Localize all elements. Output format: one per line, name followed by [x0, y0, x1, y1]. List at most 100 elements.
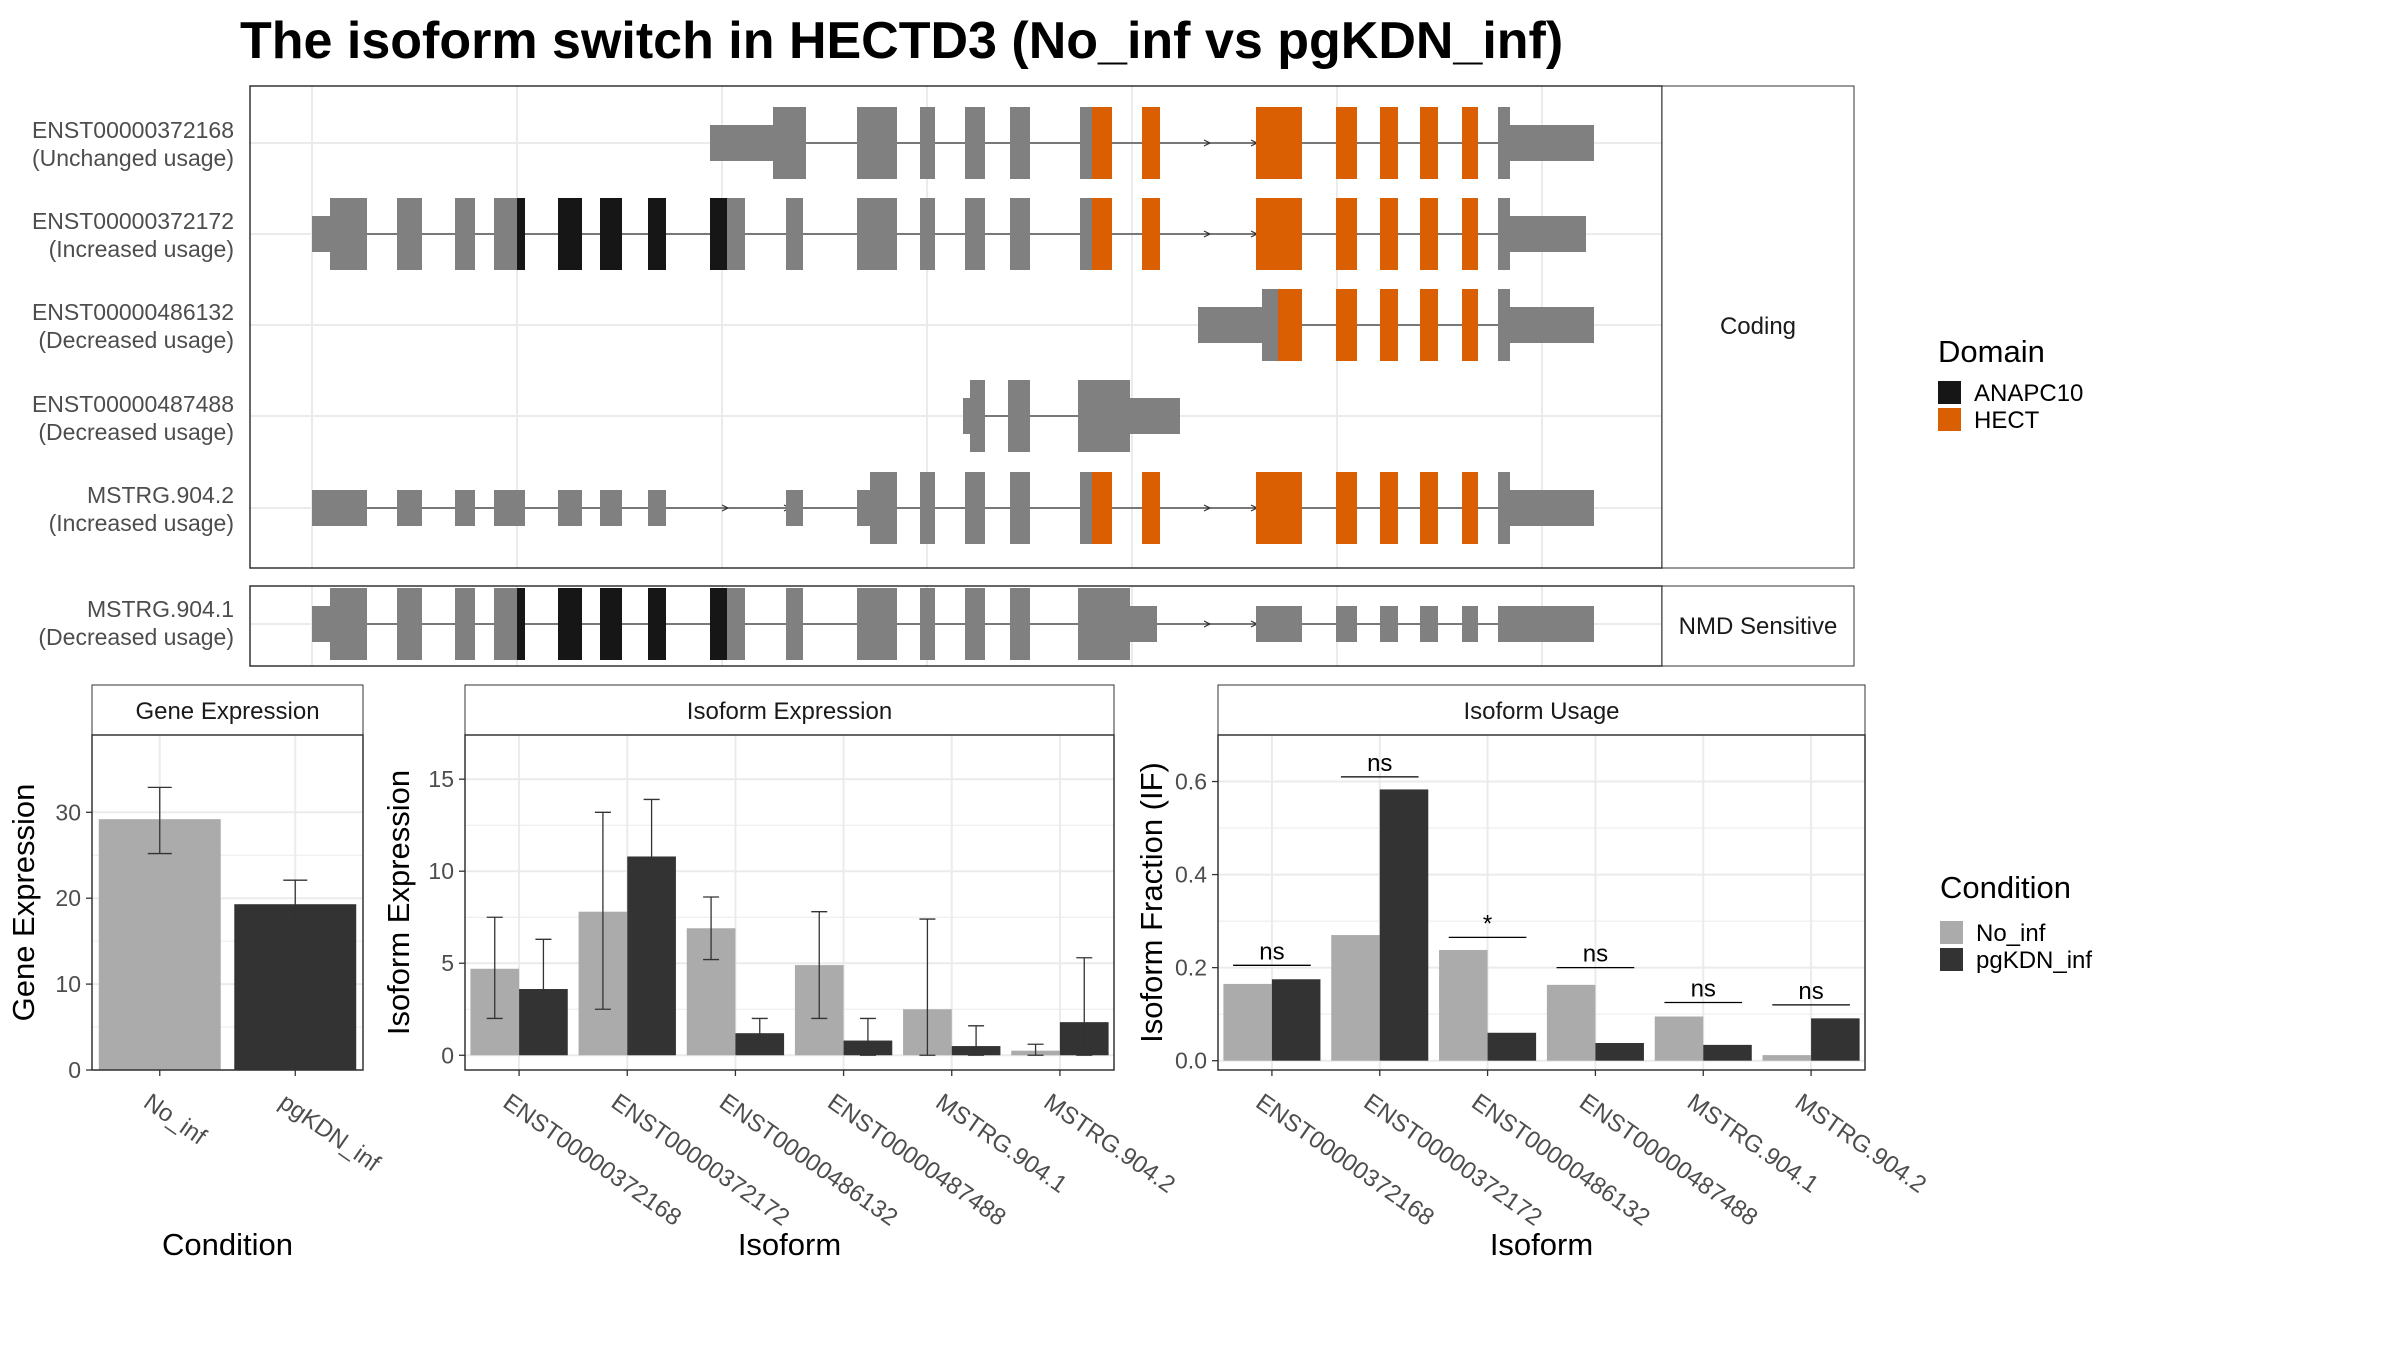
x-axis-title: Condition: [162, 1227, 293, 1262]
transcript-label-usage: (Decreased usage): [38, 624, 234, 650]
exon-hect-domain: [1462, 198, 1478, 270]
exon: [1010, 107, 1030, 179]
bar-pgkdn-inf: [1379, 789, 1429, 1061]
exon-hect-domain: [1142, 107, 1160, 179]
y-tick-label: 10: [55, 971, 81, 997]
transcript-label-usage: (Increased usage): [49, 510, 234, 536]
exon-anapc10-domain: [710, 198, 727, 270]
exon: [965, 107, 985, 179]
facet-strip-label: Gene Expression: [135, 698, 319, 725]
x-axis-title: Isoform: [1490, 1227, 1593, 1262]
exon: [312, 216, 330, 252]
condition-legend-swatch-no-inf: [1940, 921, 1963, 944]
transcript-label-name: MSTRG.904.1: [87, 596, 234, 622]
exon: [330, 588, 367, 660]
condition-legend: Condition No_inf pgKDN_inf: [1940, 870, 2092, 974]
bar-pgkdn-inf: [1703, 1044, 1752, 1061]
domain-legend-swatch-anapc10: [1938, 381, 1961, 404]
exon-hect-domain: [1336, 107, 1357, 179]
y-axis-title: Isoform Expression: [381, 770, 416, 1035]
exon-hect-domain: [1142, 198, 1160, 270]
transcript-label-name: ENST00000486132: [32, 299, 234, 325]
exon-hect-domain: [1336, 198, 1357, 270]
exon-anapc10-domain: [648, 588, 666, 660]
exon: [312, 606, 330, 642]
exon: [558, 490, 582, 526]
facet-strip: [91, 684, 364, 736]
exon-hect-domain: [1420, 289, 1438, 361]
exon: [786, 490, 803, 526]
exon: [1130, 606, 1157, 642]
exon: [1380, 606, 1398, 642]
exon-hect-domain: [1336, 289, 1357, 361]
exon: [1420, 606, 1438, 642]
exon-hect-domain: [1336, 472, 1357, 544]
bar: [98, 819, 221, 1070]
exon: [857, 588, 897, 660]
exon: [1510, 490, 1594, 526]
y-axis-title: Gene Expression: [6, 784, 41, 1022]
exon: [397, 198, 422, 270]
exon: [857, 490, 870, 526]
exon-hect-domain: [1380, 289, 1398, 361]
exon-hect-domain: [1462, 289, 1478, 361]
y-tick-label: 15: [428, 766, 454, 792]
exon: [1510, 125, 1594, 161]
exon-hect-domain: [1462, 472, 1478, 544]
exon-hect-domain: [1092, 472, 1112, 544]
structure-nmd-panel: NMD Sensitive: [249, 585, 1855, 667]
panel-border: [91, 734, 364, 1071]
condition-legend-swatch-pgkdn-inf: [1940, 948, 1963, 971]
transcript-label-usage: (Increased usage): [49, 236, 234, 262]
exon-hect-domain: [1420, 472, 1438, 544]
exon: [1080, 198, 1092, 270]
exon: [963, 398, 970, 434]
domain-legend-label: HECT: [1974, 407, 2040, 434]
significance-label: ns: [1691, 976, 1716, 1003]
bar-no-inf: [1762, 1055, 1812, 1061]
nmd-tracks: [312, 588, 1594, 660]
exon-anapc10-domain: [558, 588, 582, 660]
panel-background: [465, 735, 1114, 1070]
exon: [965, 472, 985, 544]
bar-pgkdn-inf: [1271, 979, 1321, 1061]
exon: [970, 380, 985, 452]
significance-label: ns: [1367, 750, 1392, 777]
intron-arrow: [1203, 504, 1212, 512]
transcript-label-usage: (Decreased usage): [38, 327, 234, 353]
condition-legend-title: Condition: [1940, 870, 2071, 905]
y-tick-label: 0.0: [1175, 1048, 1207, 1074]
exon: [920, 198, 935, 270]
transcript-label-name: ENST00000372168: [32, 117, 234, 143]
exon-hect-domain: [1278, 289, 1302, 361]
exon-hect-domain: [1256, 198, 1302, 270]
exon: [786, 198, 803, 270]
significance-label: ns: [1798, 978, 1823, 1005]
bar-no-inf: [1223, 983, 1272, 1061]
condition-legend-label: No_inf: [1976, 920, 2046, 947]
exon-hect-domain: [1420, 198, 1438, 270]
figure-title: The isoform switch in HECTD3 (No_inf vs …: [240, 12, 1563, 70]
transcript-label-name: ENST00000487488: [32, 391, 234, 417]
exon: [1008, 380, 1030, 452]
facet-strip-label: Isoform Usage: [1463, 698, 1619, 725]
y-tick-label: 0.4: [1175, 862, 1207, 888]
exon: [965, 198, 985, 270]
exon-hect-domain: [1256, 107, 1302, 179]
exon: [1010, 198, 1030, 270]
exon: [786, 588, 803, 660]
transcript-label-usage: (Unchanged usage): [32, 145, 234, 171]
domain-legend-swatch-hect: [1938, 408, 1961, 431]
intron-arrow: [1203, 620, 1212, 628]
transcript-labels: ENST00000372168 (Unchanged usage) ENST00…: [32, 117, 234, 650]
exon: [1462, 606, 1478, 642]
intron-arrow: [1203, 139, 1212, 147]
domain-legend: Domain ANAPC10 HECT: [1938, 334, 2083, 434]
exon: [648, 490, 666, 526]
significance-label: ns: [1583, 941, 1608, 968]
exon: [1130, 398, 1180, 434]
exon: [455, 490, 475, 526]
exon: [1010, 588, 1030, 660]
exon: [397, 588, 422, 660]
exon-anapc10-domain: [600, 588, 622, 660]
